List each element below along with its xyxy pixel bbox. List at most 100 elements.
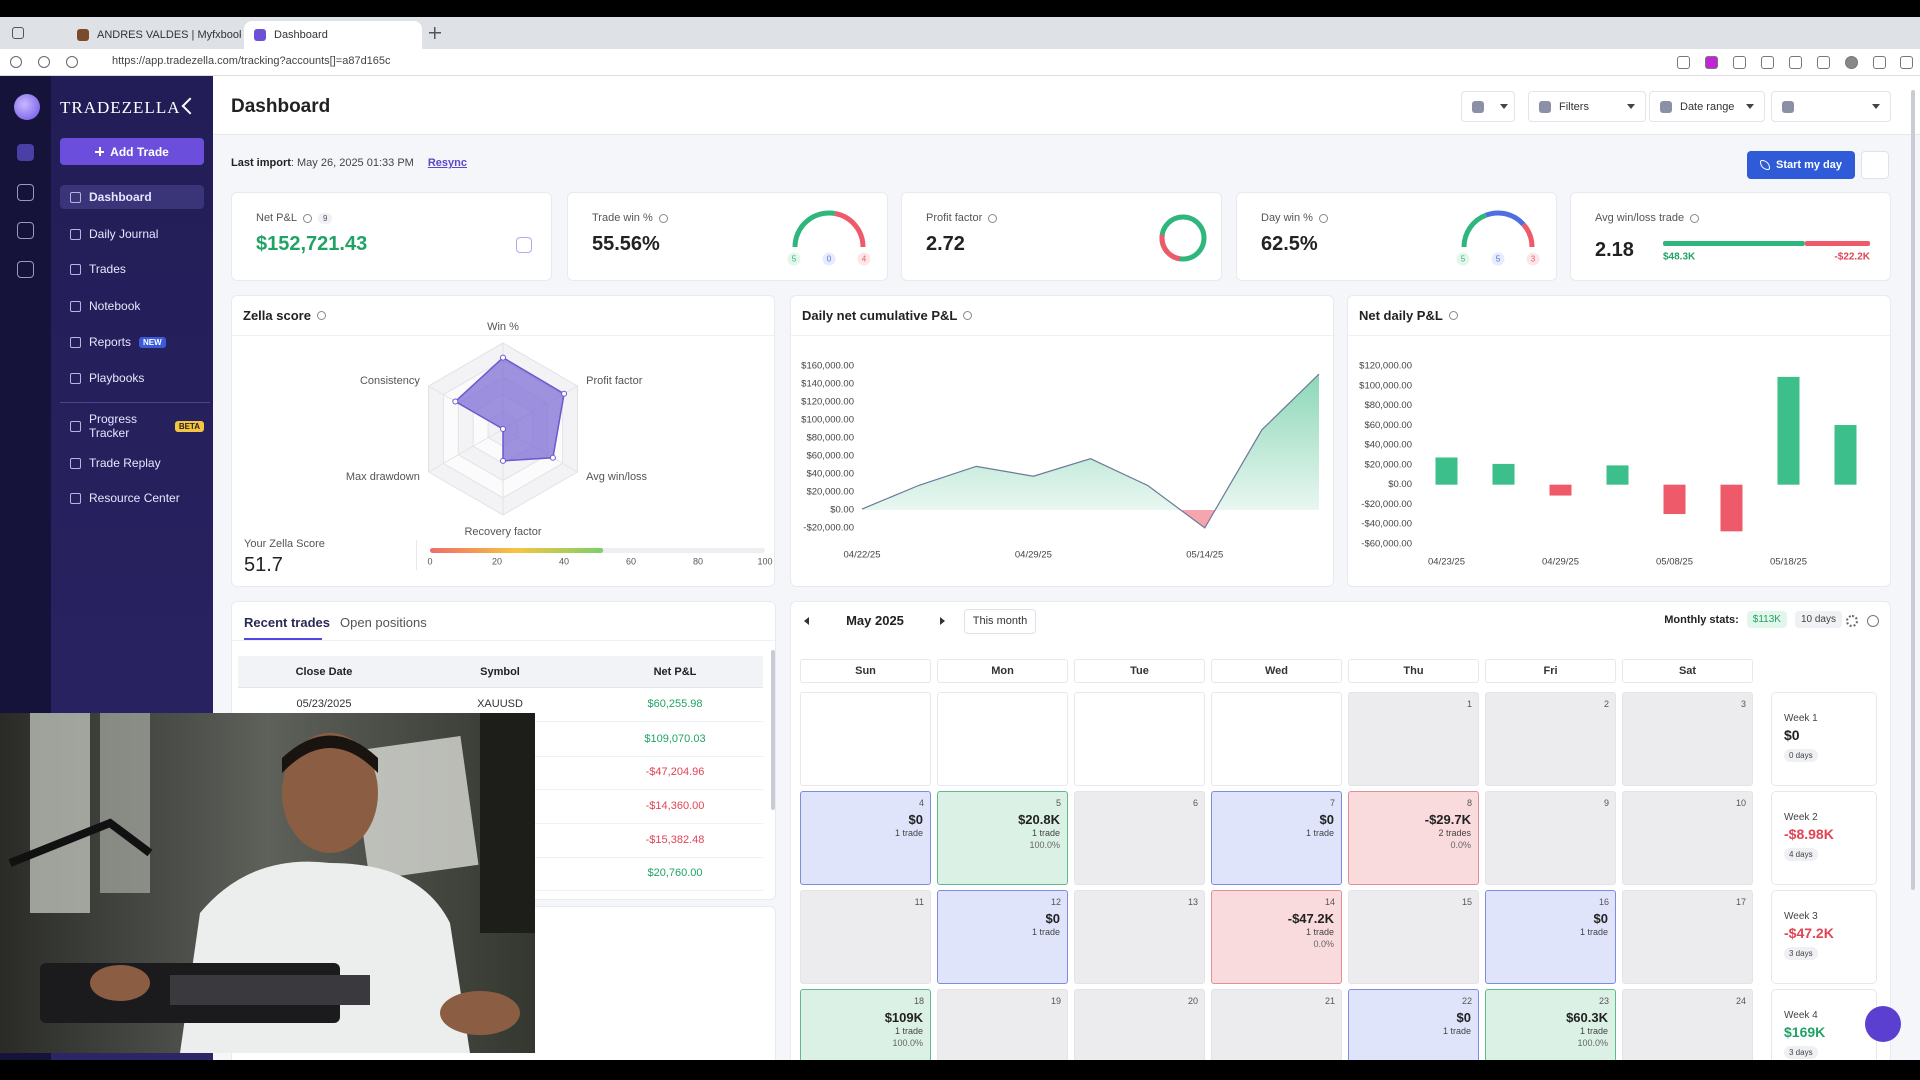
last-import: Last import: May 26, 2025 01:33 PM Resync — [231, 157, 467, 169]
day-number: 9 — [1603, 798, 1609, 808]
resync-link[interactable]: Resync — [427, 157, 467, 169]
column-header: Net P&L — [653, 666, 697, 678]
nav-item[interactable]: Resource Center — [60, 486, 204, 510]
day-cell[interactable]: 1 — [1348, 692, 1479, 786]
nav-item[interactable]: Trades — [60, 257, 204, 281]
day-trades: 1 trade — [894, 828, 923, 838]
toolbar-icon[interactable] — [1845, 56, 1858, 69]
cell-pnl: -$15,382.48 — [645, 834, 705, 846]
toolbar-icon[interactable] — [1705, 56, 1718, 69]
toolbar-icon[interactable] — [1900, 56, 1913, 69]
nav-item[interactable]: Progress Tracker BETA — [60, 412, 204, 440]
reload-button[interactable] — [38, 56, 50, 68]
day-cell[interactable]: 2 — [1485, 692, 1616, 786]
nav-item[interactable]: Reports NEW — [60, 330, 204, 354]
strip-icon[interactable] — [17, 261, 34, 278]
day-cell[interactable]: 14 -$47.2K 1 trade 0.0% — [1211, 890, 1342, 984]
stat-value: 2.18 — [1595, 239, 1634, 261]
page-scrollbar — [1911, 90, 1915, 890]
card-action[interactable] — [516, 237, 532, 253]
toolbar-icon[interactable] — [1761, 56, 1774, 69]
week-summary: Week 1 $0 0 days — [1771, 692, 1877, 786]
day-trades: 1 trade — [1031, 927, 1060, 937]
nav-label: Dashboard — [89, 190, 152, 204]
nav-item[interactable]: Playbooks — [60, 366, 204, 390]
day-cell[interactable]: 3 — [1622, 692, 1753, 786]
icon — [254, 29, 266, 41]
chat-button[interactable] — [1865, 1006, 1901, 1042]
info-icon — [302, 213, 312, 223]
toolbar-icon[interactable] — [1873, 56, 1886, 69]
day-cell[interactable]: 15 — [1348, 890, 1479, 984]
day-cell[interactable]: 10 — [1622, 791, 1753, 885]
window-icon — [12, 27, 24, 39]
day-pnl: -$47.2K — [1287, 911, 1334, 926]
day-cell[interactable]: 13 — [1074, 890, 1205, 984]
nav-separator — [60, 402, 210, 403]
day-cell[interactable]: 6 — [1074, 791, 1205, 885]
info-icon — [658, 213, 668, 223]
browser-tab[interactable]: ANDRES VALDES | Myfxbook — [67, 21, 241, 49]
date-range-button-label: Date range — [1680, 100, 1735, 113]
stat-label: Profit factor — [926, 212, 983, 224]
info-icon — [1448, 311, 1458, 320]
start-day-button[interactable]: Start my day — [1747, 151, 1855, 179]
day-cell[interactable]: 7 $0 1 trade — [1211, 791, 1342, 885]
panel-title: Net daily P&L — [1359, 308, 1443, 323]
account-select[interactable] — [1461, 91, 1515, 122]
strip-icon[interactable] — [17, 222, 34, 239]
view-select[interactable] — [1771, 91, 1891, 122]
browser-tab[interactable]: Dashboard — [244, 21, 422, 49]
nav-item[interactable]: Dashboard — [60, 185, 204, 209]
prev-month[interactable] — [804, 617, 809, 625]
bottom-bar — [0, 1060, 1920, 1080]
day-cell[interactable]: 17 — [1622, 890, 1753, 984]
panel-title-row: Zella score — [243, 308, 326, 323]
nav-item[interactable]: Trade Replay — [60, 451, 204, 475]
day-pnl: $0 — [1456, 1010, 1471, 1025]
day-win-rate: 0.0% — [1313, 939, 1334, 949]
date-range-button[interactable]: Date range — [1649, 91, 1765, 122]
filters-button[interactable]: Filters — [1528, 91, 1646, 122]
stat-label: Avg win/loss trade — [1595, 212, 1685, 224]
strip-icon[interactable] — [17, 184, 34, 201]
day-win-rate: 100.0% — [892, 1038, 923, 1048]
trades-tab[interactable]: Open positions — [340, 615, 427, 630]
box-button[interactable] — [1861, 151, 1889, 179]
back-button[interactable] — [10, 56, 22, 68]
day-cell[interactable]: 8 -$29.7K 2 trades 0.0% — [1348, 791, 1479, 885]
this-month-button[interactable]: This month — [964, 609, 1036, 634]
score-label: Your Zella Score — [244, 538, 325, 550]
toolbar-icon[interactable] — [1789, 56, 1802, 69]
week-days: 3 days — [1784, 947, 1818, 960]
add-trade-button[interactable]: Add Trade — [60, 138, 204, 165]
day-cell[interactable]: 16 $0 1 trade — [1485, 890, 1616, 984]
next-month[interactable] — [940, 617, 945, 625]
trades-tab[interactable]: Recent trades — [244, 615, 330, 630]
url-text[interactable]: https://app.tradezella.com/tracking?acco… — [112, 55, 391, 67]
strip-icon[interactable] — [17, 144, 34, 161]
settings-icon[interactable] — [1846, 615, 1858, 627]
toolbar-icon[interactable] — [1817, 56, 1830, 69]
stat-label-row: Day win % — [1261, 212, 1328, 224]
day-cell[interactable]: 9 — [1485, 791, 1616, 885]
home-button[interactable] — [66, 56, 78, 68]
day-cell[interactable]: 5 $20.8K 1 trade 100.0% — [937, 791, 1068, 885]
nav-label: Notebook — [89, 299, 141, 313]
info-icon — [1318, 213, 1328, 223]
toolbar-icon[interactable] — [1733, 56, 1746, 69]
week-label: Week 4 — [1784, 1010, 1818, 1021]
day-cell[interactable]: 4 $0 1 trade — [800, 791, 931, 885]
nav-item[interactable]: Notebook — [60, 294, 204, 318]
day-number: 1 — [1466, 699, 1472, 709]
nav-item[interactable]: Daily Journal — [60, 222, 204, 246]
day-cell[interactable]: 12 $0 1 trade — [937, 890, 1068, 984]
info-icon — [1690, 213, 1700, 223]
weekday-header: Thu — [1348, 659, 1479, 683]
new-tab-icon[interactable] — [428, 26, 442, 40]
toolbar-icon[interactable] — [1677, 56, 1690, 69]
cell-pnl: -$47,204.96 — [645, 766, 705, 778]
day-cell[interactable]: 11 — [800, 890, 931, 984]
nav-label: Trade Replay — [89, 456, 161, 470]
day-number: 23 — [1598, 996, 1609, 1006]
